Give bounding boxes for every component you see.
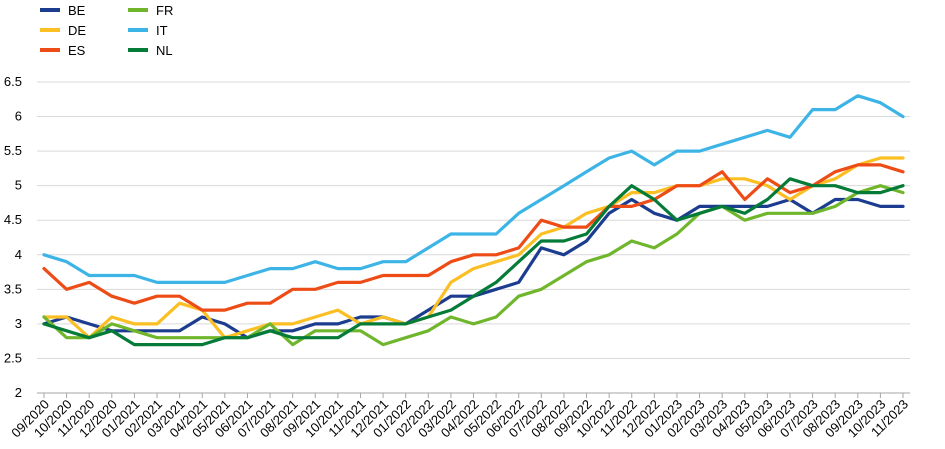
y-tick-label: 4 (15, 247, 22, 262)
y-tick-label: 5 (15, 178, 22, 193)
y-tick-label: 4.5 (4, 212, 22, 227)
legend-label-nl: NL (156, 43, 173, 58)
y-tick-label: 3.5 (4, 281, 22, 296)
legend-label-de: DE (68, 23, 86, 38)
series-line-de (42, 156, 905, 340)
y-tick-label: 6 (15, 109, 22, 124)
y-tick-label: 2.5 (4, 350, 22, 365)
series-line-es (42, 163, 905, 312)
y-tick-label: 6.5 (4, 74, 22, 89)
series-lines (42, 94, 905, 347)
y-tick-label: 3 (15, 316, 22, 331)
legend-label-es: ES (68, 43, 86, 58)
series-line-fr (42, 184, 905, 347)
legend-label-be: BE (68, 3, 86, 18)
series-line-it (42, 94, 905, 284)
grid-lines (37, 81, 910, 359)
axes: 22.533.544.555.566.509/202010/202011/202… (4, 74, 911, 440)
legend-label-it: IT (156, 23, 168, 38)
series-line-nl (42, 177, 905, 347)
y-tick-label: 2 (15, 385, 22, 400)
y-tick-label: 5.5 (4, 143, 22, 158)
legend: BE DE ES FR IT NL (40, 3, 173, 58)
legend-label-fr: FR (156, 3, 173, 18)
